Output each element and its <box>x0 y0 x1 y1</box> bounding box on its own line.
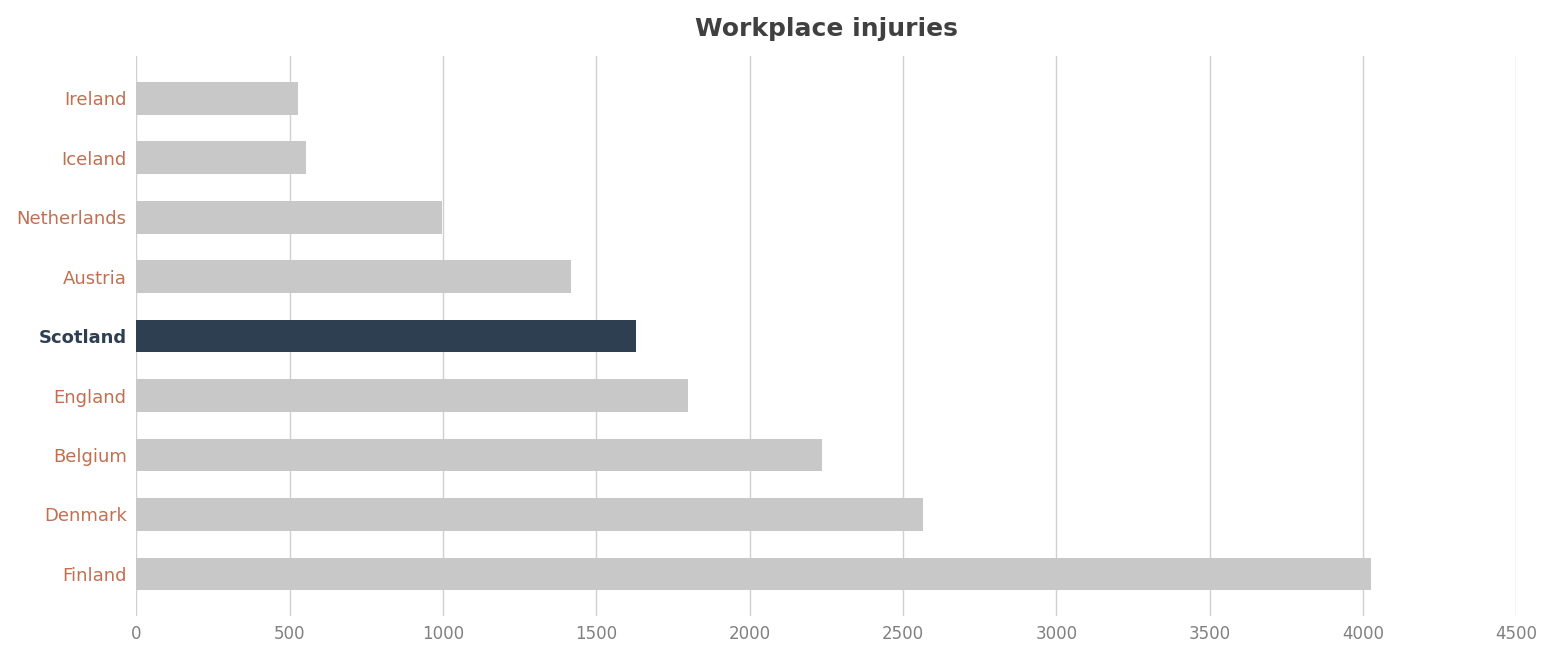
Bar <box>137 260 570 293</box>
Bar <box>137 82 298 115</box>
Bar <box>137 201 443 234</box>
Bar <box>137 498 923 531</box>
Bar <box>137 558 1371 590</box>
Title: Workplace injuries: Workplace injuries <box>695 16 957 41</box>
Bar <box>137 319 636 352</box>
Bar <box>137 141 306 174</box>
Bar <box>137 439 822 471</box>
Bar <box>137 379 688 412</box>
